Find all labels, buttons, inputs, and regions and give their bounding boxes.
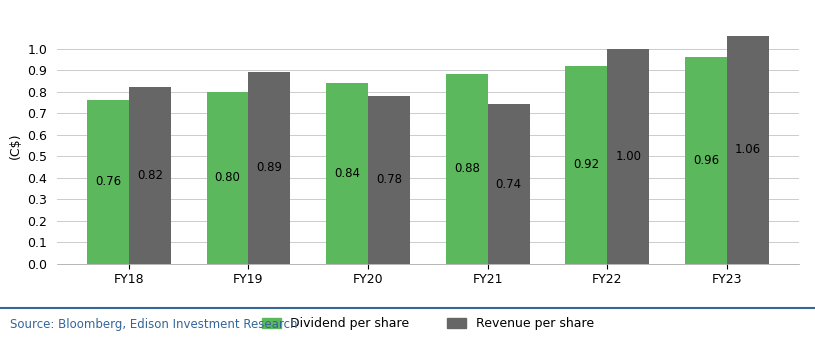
Bar (566, 66, 607, 264)
Text: 0.89: 0.89 (257, 162, 282, 174)
Bar (685, 57, 727, 264)
Text: 0.88: 0.88 (454, 163, 480, 175)
Bar (607, 49, 650, 264)
Text: 0.78: 0.78 (376, 173, 402, 186)
Text: 1.06: 1.06 (735, 143, 761, 156)
Text: 0.84: 0.84 (334, 167, 360, 180)
Text: Source: Bloomberg, Edison Investment Research: Source: Bloomberg, Edison Investment Res… (10, 318, 297, 331)
Bar (326, 83, 368, 264)
Bar (727, 35, 769, 264)
Text: 0.82: 0.82 (137, 169, 163, 182)
Text: 0.76: 0.76 (95, 175, 121, 188)
Bar (206, 92, 249, 264)
Text: 1.00: 1.00 (615, 150, 641, 163)
Legend: Dividend per share, Revenue per share: Dividend per share, Revenue per share (257, 312, 599, 336)
Y-axis label: (C$): (C$) (9, 132, 22, 159)
Bar (87, 100, 129, 264)
Bar (249, 72, 290, 264)
Bar (446, 74, 487, 264)
Text: 0.80: 0.80 (214, 171, 240, 184)
Text: 0.92: 0.92 (573, 158, 600, 171)
Bar (487, 104, 530, 264)
Text: 0.96: 0.96 (693, 154, 719, 167)
Bar (129, 87, 170, 264)
Bar (368, 96, 410, 264)
Text: 0.74: 0.74 (496, 177, 522, 191)
